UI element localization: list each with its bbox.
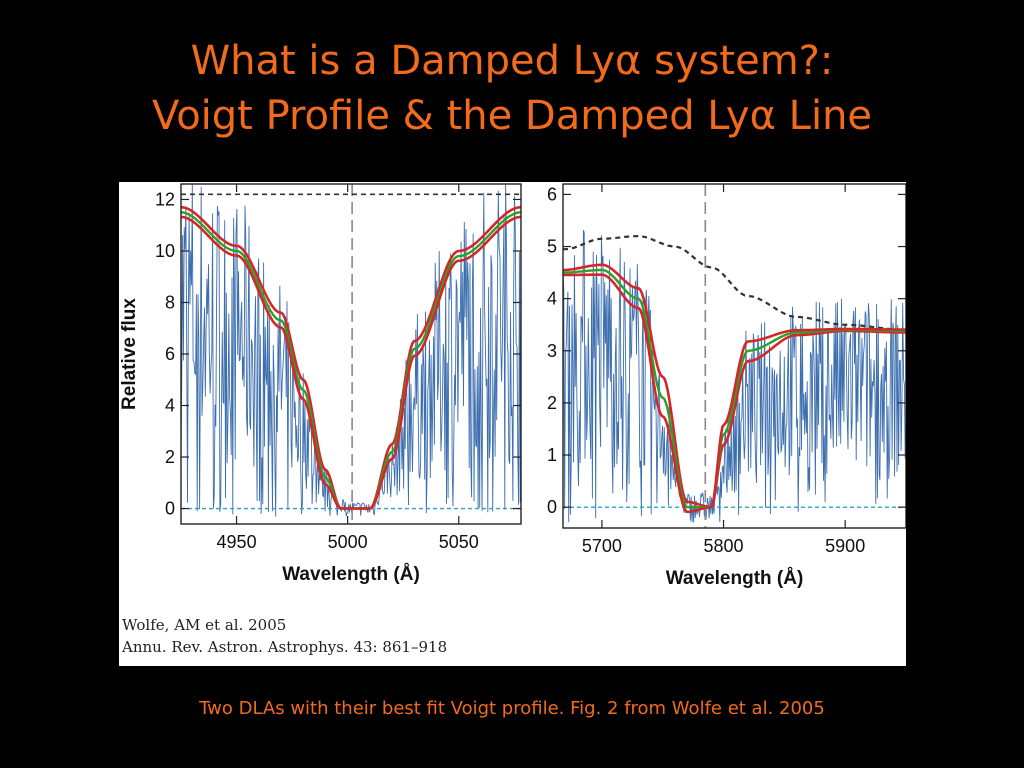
spectrum-line — [181, 184, 521, 517]
x-tick-label: 5000 — [328, 532, 368, 552]
plot-area — [563, 184, 906, 528]
y-tick-label: 2 — [547, 393, 557, 413]
slide-title: What is a Damped Lyα system?: Voigt Prof… — [0, 34, 1024, 144]
y-tick-label: 2 — [165, 447, 175, 467]
title-line-1: What is a Damped Lyα system?: — [190, 38, 834, 84]
y-tick-label: 10 — [155, 241, 175, 261]
credit-line-1: Wolfe, AM et al. 2005 — [122, 616, 287, 634]
y-tick-label: 6 — [547, 184, 557, 204]
plot-area — [181, 184, 521, 524]
x-tick-label: 5900 — [825, 536, 865, 556]
x-tick-label: 5050 — [439, 532, 479, 552]
y-axis-label: Relative flux — [119, 298, 140, 410]
y-tick-label: 8 — [165, 292, 175, 312]
y-tick-label: 12 — [155, 189, 175, 209]
y-tick-label: 0 — [547, 497, 557, 517]
y-tick-label: 4 — [547, 289, 557, 309]
plot-frame — [562, 183, 906, 529]
y-tick-label: 4 — [165, 396, 175, 416]
x-tick-label: 5700 — [582, 536, 622, 556]
continuum-line — [563, 234, 906, 331]
figure-panel: 4950 5000 5050 0 2 4 6 8 10 12 Wavelength (Å) Relat… — [119, 182, 906, 666]
spectrum-line — [563, 229, 906, 523]
y-tick-label: 3 — [547, 341, 557, 361]
credit-line-2: Annu. Rev. Astron. Astrophys. 43: 861–91… — [122, 638, 448, 656]
y-tick-label: 0 — [165, 499, 175, 519]
title-line-2: Voigt Profile & the Damped Lyα Line — [151, 93, 873, 139]
fit-curve-lower-red — [181, 215, 521, 510]
fit-curve-lower-red — [563, 273, 906, 514]
y-tick-label: 1 — [547, 445, 557, 465]
figure-caption: Two DLAs with their best fit Voigt profi… — [199, 698, 825, 719]
x-axis-label: Wavelength (Å) — [282, 564, 420, 585]
x-axis-label: Wavelength (Å) — [666, 568, 804, 589]
x-tick-label: 5800 — [704, 536, 744, 556]
y-tick-label: 6 — [165, 344, 175, 364]
x-tick-label: 4950 — [217, 532, 257, 552]
chart-panel-1: 4950 5000 5050 0 2 4 6 8 10 12 Wavelength (Å) Relat… — [119, 183, 522, 585]
y-tick-label: 5 — [547, 237, 557, 257]
chart-panel-2: 5700 5800 5900 0 1 2 3 4 5 6 Wavelength (Å) — [547, 183, 906, 589]
